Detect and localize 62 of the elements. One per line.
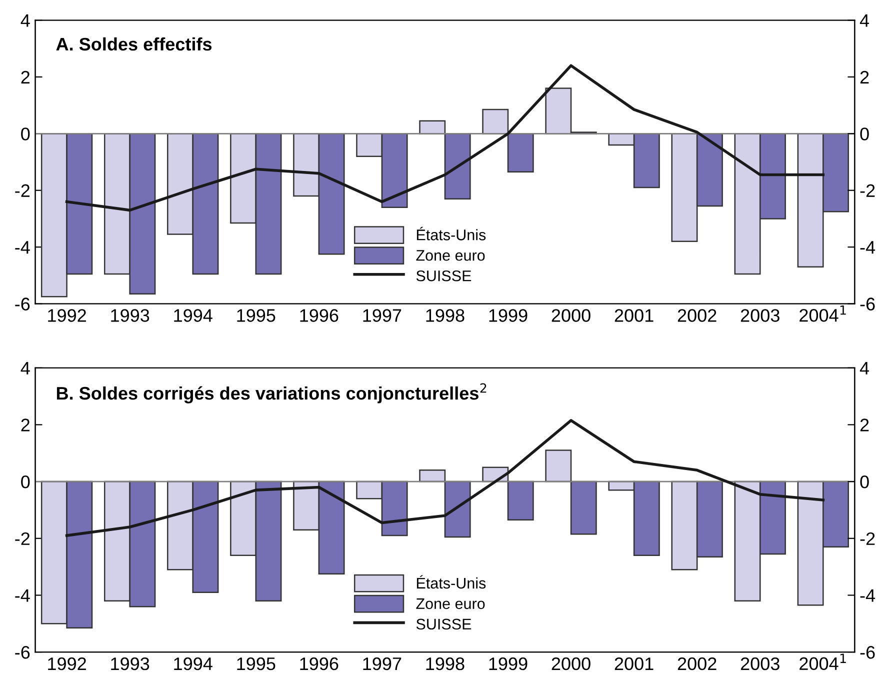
bar bbox=[482, 108, 509, 134]
y2-tick-label: 2 bbox=[860, 418, 869, 432]
y-tick-label: -6 bbox=[15, 646, 30, 659]
legend-label: Zone euro bbox=[416, 598, 485, 610]
line-series bbox=[65, 419, 825, 537]
x-tick-label: 2001 bbox=[614, 657, 654, 670]
y-tick-label: 0 bbox=[21, 475, 30, 488]
x-tick-label: 1992 bbox=[48, 657, 86, 670]
legend-label: Zone euro bbox=[416, 250, 485, 261]
y-tick-label: -2 bbox=[15, 184, 30, 197]
legend-label: États-Unis bbox=[416, 226, 486, 240]
y2-tick-label: -4 bbox=[860, 589, 876, 602]
y-tick-label: -2 bbox=[15, 532, 30, 545]
legend-label: SUISSE bbox=[416, 270, 472, 282]
x-tick-label: 2004$^{1}$ bbox=[800, 305, 846, 322]
y-tick-label: 2 bbox=[21, 70, 30, 84]
y-tick-label: 4 bbox=[20, 362, 30, 374]
x-tick-label: 1996 bbox=[300, 657, 338, 670]
x-tick-label: 1997 bbox=[363, 309, 402, 322]
y-tick-label: -6 bbox=[15, 298, 30, 310]
x-tick-label: 1995 bbox=[237, 657, 276, 670]
x-tick-label: 1999 bbox=[489, 309, 528, 322]
x-tick-label: 2002 bbox=[678, 657, 716, 670]
bar bbox=[507, 133, 534, 173]
x-tick-label: 1994 bbox=[174, 657, 212, 670]
text: A. Soldes effectifs bbox=[56, 37, 212, 51]
y2-tick-label: -6 bbox=[860, 298, 875, 310]
y-tick-label: 0 bbox=[21, 128, 30, 140]
y2-tick-label: -2 bbox=[860, 532, 875, 545]
x-tick-label: 1997 bbox=[363, 657, 402, 670]
y2-tick-label: -2 bbox=[860, 184, 875, 197]
x-tick-label: 2002 bbox=[678, 309, 716, 322]
y2-tick-label: -6 bbox=[860, 646, 875, 659]
line-series bbox=[65, 64, 825, 212]
y-tick-label: 2 bbox=[21, 418, 30, 432]
x-tick-label: 2000 bbox=[552, 657, 590, 670]
y-tick-label: 4 bbox=[20, 14, 30, 27]
x-tick-label: 2003 bbox=[740, 309, 780, 322]
x-tick-label: 2004$^{1}$ bbox=[800, 654, 846, 670]
x-tick-label: 2000 bbox=[552, 309, 590, 322]
y2-tick-label: 0 bbox=[860, 475, 869, 488]
x-tick-label: 1999 bbox=[489, 657, 528, 670]
x-tick-label: 1994 bbox=[174, 309, 212, 322]
legend-label: États-Unis bbox=[416, 575, 486, 589]
x-tick-label: 1998 bbox=[426, 657, 464, 670]
text: B. Soldes corrigés des variations conjoncturelles$^{2}$ bbox=[56, 383, 486, 404]
x-tick-label: 1993 bbox=[111, 309, 150, 322]
x-tick-label: 1995 bbox=[237, 309, 276, 322]
x-tick-label: 2001 bbox=[614, 309, 654, 322]
x-tick-label: 1992 bbox=[48, 309, 86, 322]
y2-tick-label: 2 bbox=[860, 70, 869, 84]
y-tick-label: -4 bbox=[15, 241, 30, 254]
legend-label: SUISSE bbox=[416, 618, 472, 630]
y-tick-label: -4 bbox=[15, 589, 30, 602]
x-tick-label: 1993 bbox=[111, 657, 150, 670]
x-tick-label: 1998 bbox=[426, 309, 464, 322]
y2-tick-label: -4 bbox=[860, 241, 876, 254]
y2-tick-label: 4 bbox=[860, 14, 870, 27]
x-tick-label: 1996 bbox=[300, 309, 338, 322]
y2-tick-label: 0 bbox=[860, 128, 869, 140]
y2-tick-label: 4 bbox=[860, 362, 870, 374]
x-tick-label: 2003 bbox=[740, 657, 780, 670]
